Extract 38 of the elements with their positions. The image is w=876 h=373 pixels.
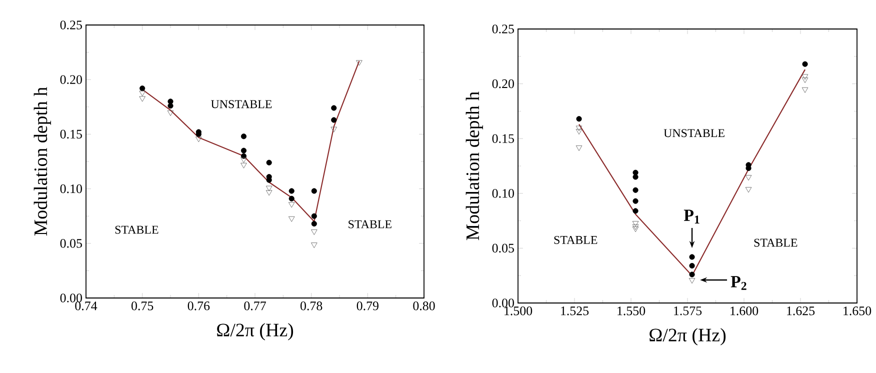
annotation: UNSTABLE — [664, 129, 724, 138]
x-tick-label: 1.600 — [730, 306, 758, 316]
x-tick-label: 1.550 — [618, 306, 646, 316]
annotation: UNSTABLE — [210, 100, 272, 108]
x-tick-label: 0.76 — [188, 302, 210, 310]
y-tick-label: 0.10 — [492, 189, 514, 198]
annotation: P$_{2}$ — [730, 276, 746, 290]
annotation: STABLE — [754, 238, 798, 247]
x-axis-title: Ω/2π (Hz) — [650, 328, 726, 346]
annotation: STABLE — [554, 236, 598, 244]
annotation: STABLE — [115, 226, 158, 234]
x-tick-label: 1.575 — [674, 306, 702, 316]
x-tick-label: 0.75 — [132, 302, 154, 310]
x-axis-title: Ω/2π (Hz) — [217, 323, 294, 340]
y-tick-label: 0.25 — [60, 20, 82, 30]
y-tick-label: 0.00 — [492, 298, 514, 308]
y-tick-label: 0.20 — [492, 79, 514, 88]
annotation: P$_{1}$ — [684, 210, 700, 224]
y-tick-label: 0.20 — [60, 75, 82, 84]
y-tick-label: 0.15 — [60, 130, 82, 139]
x-tick-label: 1.625 — [787, 306, 815, 316]
x-tick-label: 0.79 — [356, 302, 378, 310]
x-tick-label: 0.74 — [75, 302, 98, 310]
x-tick-label: 1.525 — [561, 306, 589, 316]
y-tick-label: 0.10 — [60, 184, 82, 194]
y-axis-title: Modulation depth h — [34, 87, 51, 236]
y-tick-label: 0.25 — [492, 24, 514, 34]
x-tick-label: 1.500 — [504, 306, 532, 316]
y-tick-label: 0.00 — [60, 294, 82, 302]
x-tick-label: 1.650 — [844, 306, 872, 316]
x-tick-label: 0.77 — [244, 302, 266, 310]
y-axis-title: Modulation depth h — [466, 92, 483, 240]
y-tick-label: 0.05 — [492, 244, 514, 253]
annotation: STABLE — [348, 220, 392, 228]
x-tick-label: 0.80 — [413, 302, 435, 310]
x-tick-label: 0.78 — [300, 302, 322, 310]
y-tick-label: 0.05 — [60, 239, 82, 248]
y-tick-label: 0.15 — [492, 134, 514, 143]
